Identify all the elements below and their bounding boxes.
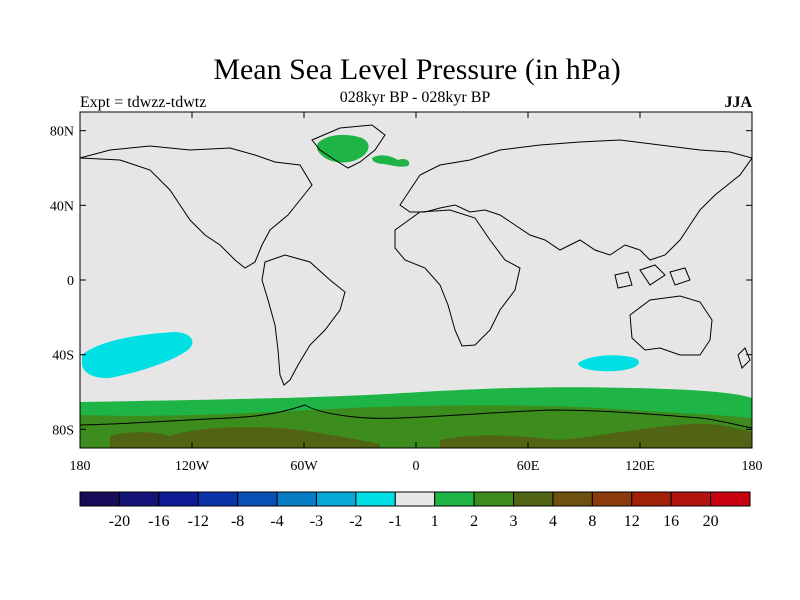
coastlines [79,124,753,429]
indian-ocean-low [578,355,639,372]
colorbar-swatches [79,491,751,507]
y-tick-label: 80N [50,125,74,140]
anomaly-fields [80,134,752,448]
x-tick-label: 180 [70,459,91,474]
coast-africa [394,209,521,347]
colorbar-swatch [158,491,199,507]
greenland-high [316,134,369,163]
colorbar-swatch [434,491,475,507]
colorbar-label: -12 [188,513,209,530]
colorbar-swatch [118,491,160,507]
colorbar-label: -1 [389,513,402,530]
x-tick-label: 60W [290,459,318,474]
colorbar-swatch [79,491,120,507]
colorbar-labels: -20 -16 -12 -8 -4 -3 -2 -1 1 2 3 4 8 12 16 20 [109,513,719,530]
colorbar-label: 12 [624,513,640,530]
colorbar-swatch [237,491,278,507]
antarctic-high-core [110,427,380,448]
colorbar-label: -3 [310,513,323,530]
colorbar-label: -2 [349,513,362,530]
colorbar: -20 -16 -12 -8 -4 -3 -2 -1 1 2 3 4 8 12 16 20 [79,491,751,530]
coast-new-zealand [737,347,751,369]
colorbar-label: -8 [231,513,244,530]
season-label: JJA [724,94,752,111]
pressure-map: 180 120W 60W 0 60E 120E 180 80N 40N 0 40S 80S [50,111,763,474]
south-pacific-low [82,332,193,379]
colorbar-swatch [197,491,239,507]
map-axes: 180 120W 60W 0 60E 120E 180 80N 40N 0 40S 80S [50,112,763,474]
colorbar-label: 4 [549,513,557,530]
experiment-label: Expt = tdwzz-tdwtz [80,94,207,111]
colorbar-swatch [394,491,436,507]
x-tick-label: 180 [742,459,763,474]
colorbar-swatch [473,491,515,507]
colorbar-swatch [631,491,672,507]
x-tick-label: 120E [625,459,655,474]
colorbar-label: 3 [510,513,518,530]
colorbar-label: 20 [703,513,719,530]
antarctic-high-core-east [440,423,752,448]
x-tick-label: 60E [517,459,540,474]
colorbar-swatch [670,491,712,507]
colorbar-label: -20 [109,513,130,530]
subtitle: 028kyr BP - 028kyr BP [339,89,491,106]
colorbar-label: -16 [148,513,169,530]
colorbar-label: 16 [663,513,679,530]
y-tick-label: 40S [52,349,74,364]
colorbar-swatch [710,491,751,507]
page-title: Mean Sea Level Pressure (in hPa) [213,53,621,86]
coast-greenland [311,124,386,169]
coast-maritime-islands [614,264,691,289]
colorbar-swatch [355,491,396,507]
svalbard-high [372,155,410,167]
coast-antarctica [79,404,753,429]
colorbar-label: 2 [470,513,478,530]
x-tick-label: 120W [175,459,210,474]
colorbar-swatch [276,491,317,507]
colorbar-swatch [513,491,554,507]
x-tick-label: 0 [413,459,420,474]
y-tick-label: 40N [50,199,74,214]
coast-australia [629,295,713,356]
coast-south-america [261,254,346,386]
colorbar-swatch [552,491,593,507]
y-tick-label: 80S [52,423,74,438]
colorbar-swatch [591,491,633,507]
y-tick-label: 0 [67,274,74,289]
colorbar-swatch [315,491,357,507]
colorbar-label: 8 [588,513,596,530]
colorbar-label: 1 [431,513,439,530]
coast-north-america [79,145,313,269]
colorbar-label: -4 [270,513,283,530]
coast-eurasia [399,139,753,261]
